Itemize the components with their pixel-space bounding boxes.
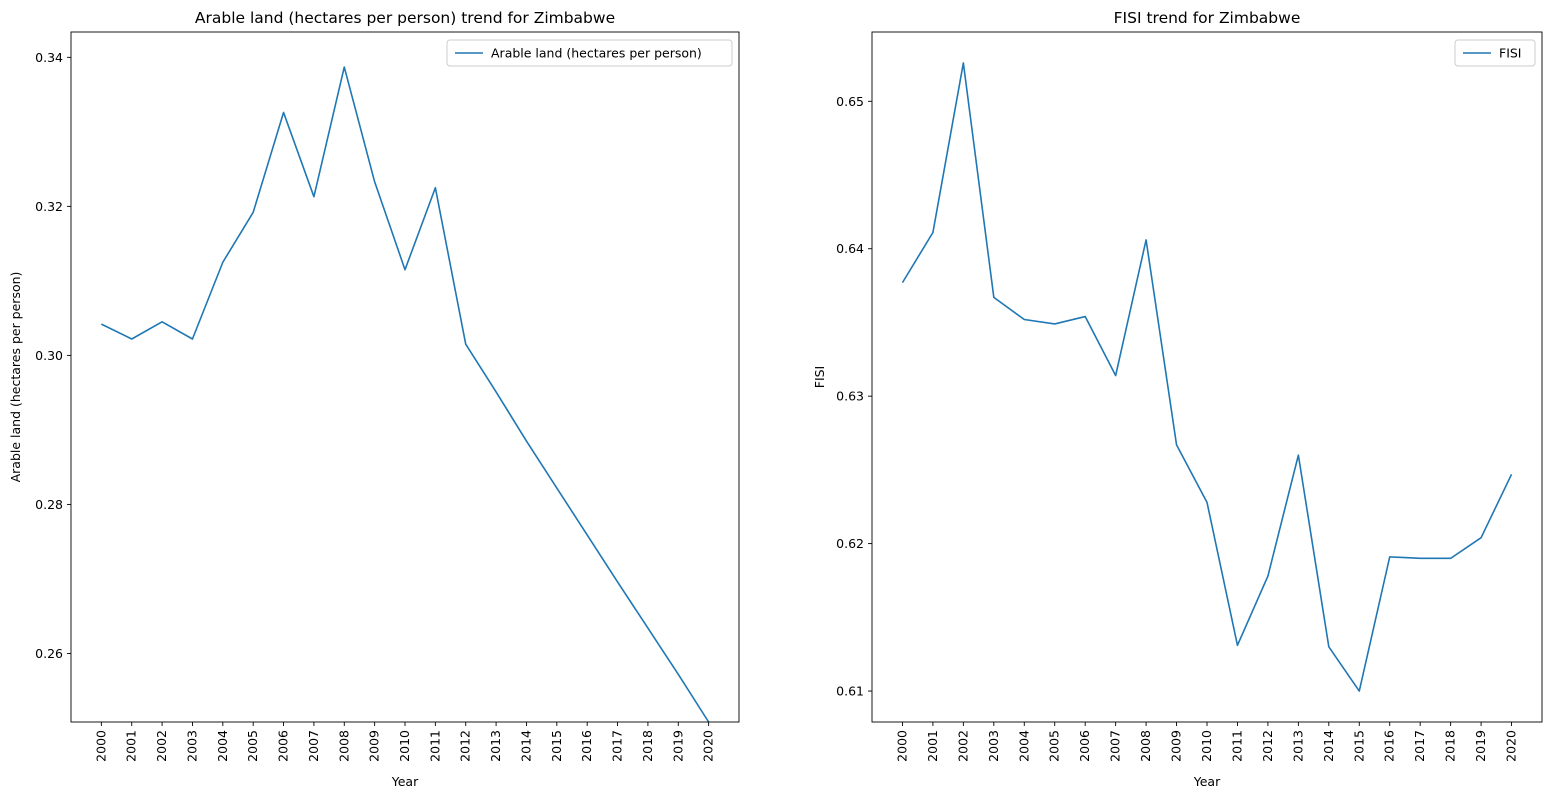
x-tick-label: 2001 — [124, 730, 139, 762]
y-tick-label: 0.30 — [35, 348, 63, 363]
x-tick-label: 2008 — [336, 730, 351, 762]
legend-entry: Arable land (hectares per person) — [491, 46, 702, 61]
x-tick-label: 2000 — [93, 730, 108, 762]
x-tick-label: 2019 — [1473, 730, 1488, 762]
x-tick-label: 2017 — [1412, 730, 1427, 762]
y-tick-label: 0.63 — [836, 389, 864, 404]
x-tick-label: 2002 — [955, 730, 970, 762]
y-tick-label: 0.28 — [35, 497, 63, 512]
x-tick-label: 2013 — [488, 730, 503, 762]
y-tick-label: 0.62 — [836, 536, 864, 551]
x-tick-label: 2012 — [458, 730, 473, 762]
legend-box — [446, 39, 733, 67]
x-tick-label: 2015 — [1351, 730, 1366, 762]
x-tick-label: 2017 — [610, 730, 625, 762]
x-tick-label: 2009 — [367, 730, 382, 762]
axis-ticks: 2000 2001 2002 2003 2004 2005 2006 2007 2008 2009… — [836, 94, 1518, 762]
x-tick-label: 2006 — [1077, 730, 1092, 762]
x-tick-label: 2011 — [427, 730, 442, 762]
x-tick-label: 2018 — [1443, 730, 1458, 762]
x-tick-label: 2003 — [986, 730, 1001, 762]
x-tick-label: 2000 — [894, 730, 909, 762]
y-tick-label: 0.34 — [35, 50, 63, 65]
axis-ticks: 2000 2001 2002 2003 2004 2005 2006 2007 2008 2009… — [35, 50, 715, 762]
plot-area-frame — [871, 31, 1543, 723]
legend-box — [1454, 39, 1536, 67]
x-tick-label: 2007 — [1108, 730, 1123, 762]
x-tick-label: 2020 — [1504, 730, 1519, 762]
series-line-fisi — [901, 62, 1513, 692]
legend: Arable land (hectares per person) — [446, 39, 733, 67]
fisi-chart: FISI trend for Zimbabwe 2000 2001 2002 2003… — [812, 9, 1543, 789]
x-axis-label: Year — [391, 774, 419, 789]
x-tick-label: 2019 — [670, 730, 685, 762]
x-tick-label: 2006 — [276, 730, 291, 762]
chart-title: FISI trend for Zimbabwe — [1114, 9, 1301, 27]
x-tick-label: 2008 — [1138, 730, 1153, 762]
y-tick-label: 0.65 — [836, 94, 864, 109]
x-tick-label: 2010 — [1199, 730, 1214, 762]
legend-entry: FISI — [1499, 46, 1522, 61]
x-tick-label: 2018 — [640, 730, 655, 762]
y-tick-label: 0.64 — [836, 241, 864, 256]
arable-land-chart: Arable land (hectares per person) trend … — [8, 9, 740, 789]
x-tick-label: 2001 — [925, 730, 940, 762]
x-tick-label: 2016 — [1382, 730, 1397, 762]
legend: FISI — [1454, 39, 1536, 67]
x-tick-label: 2015 — [549, 730, 564, 762]
y-tick-label: 0.26 — [35, 646, 63, 661]
x-tick-label: 2013 — [1290, 730, 1305, 762]
plot-area-frame — [70, 31, 740, 723]
x-tick-label: 2012 — [1260, 730, 1275, 762]
x-tick-label: 2005 — [1047, 730, 1062, 762]
x-tick-label: 2010 — [397, 730, 412, 762]
y-tick-label: 0.32 — [35, 199, 63, 214]
x-tick-label: 2009 — [1169, 730, 1184, 762]
x-axis-label: Year — [1193, 774, 1221, 789]
x-tick-label: 2007 — [306, 730, 321, 762]
x-tick-label: 2004 — [215, 730, 230, 762]
x-tick-label: 2003 — [184, 730, 199, 762]
x-tick-label: 2005 — [245, 730, 260, 762]
x-tick-label: 2002 — [154, 730, 169, 762]
x-tick-label: 2011 — [1229, 730, 1244, 762]
x-tick-label: 2020 — [701, 730, 716, 762]
x-tick-label: 2014 — [518, 730, 533, 762]
x-tick-label: 2014 — [1321, 730, 1336, 762]
x-tick-label: 2016 — [579, 730, 594, 762]
y-tick-label: 0.61 — [836, 684, 864, 699]
series-line-arable-land — [101, 66, 710, 723]
y-axis-label: FISI — [812, 366, 827, 389]
chart-title: Arable land (hectares per person) trend … — [195, 9, 615, 27]
y-axis-label: Arable land (hectares per person) — [8, 272, 23, 483]
x-tick-label: 2004 — [1016, 730, 1031, 762]
